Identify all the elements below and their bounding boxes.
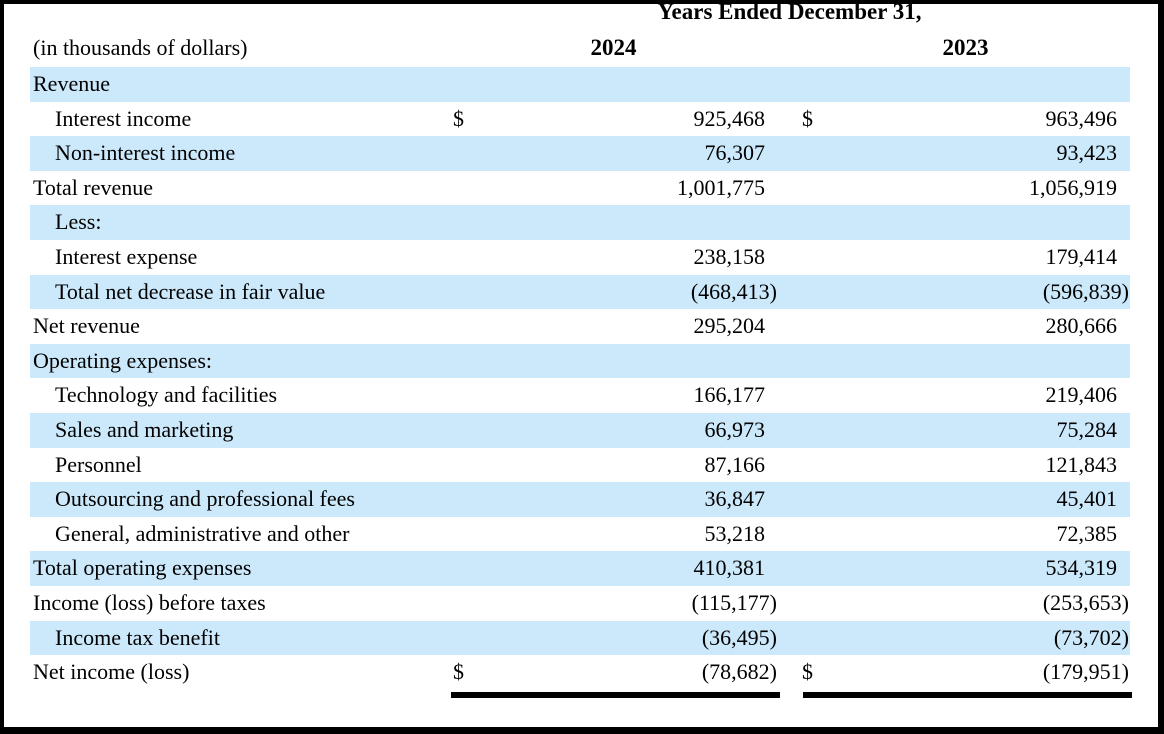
currency-symbol-2023: $ [802, 659, 813, 685]
value-2024: (115,177) [691, 589, 777, 615]
row-label: Net income (loss) [33, 659, 190, 685]
table-row: Non-interest income 76,307 93,423 [30, 136, 1130, 171]
value-2023: 45,401 [1056, 486, 1118, 512]
income-statement-rows: Revenue Interest income $925,468 $963,496 No… [30, 67, 1130, 690]
table-row: Outsourcing and professional fees 36,847 4… [30, 482, 1130, 517]
row-label: Income (loss) before taxes [33, 589, 266, 615]
value-2024: 925,468 [693, 105, 766, 131]
table-row: Total revenue 1,001,775 1,056,919 [30, 171, 1130, 206]
value-2023: 963,496 [1045, 105, 1118, 131]
table-row: Technology and facilities 166,177 219,406 [30, 378, 1130, 413]
table-row: Operating expenses: [30, 343, 1130, 379]
table-row: Income (loss) before taxes (115,177) (253,… [30, 586, 1130, 621]
value-2024: 238,158 [693, 243, 766, 269]
value-2024: (468,413) [690, 278, 777, 304]
value-2023: 219,406 [1045, 382, 1118, 408]
value-2023: 75,284 [1056, 416, 1118, 442]
double-underline-2023 [803, 692, 1132, 698]
value-2024: 410,381 [693, 555, 766, 581]
value-2023: 121,843 [1045, 451, 1118, 477]
double-underline-2024 [451, 692, 780, 698]
row-label: Operating expenses: [33, 347, 212, 373]
row-label: Total net decrease in fair value [55, 278, 326, 304]
row-label: Less: [55, 209, 102, 235]
column-header-2023: 2023 [942, 35, 989, 60]
row-label: Technology and facilities [55, 382, 278, 408]
table-row: Total net decrease in fair value (468,413… [30, 274, 1130, 310]
value-2023: (596,839) [1042, 278, 1129, 304]
statement-sheet: Years Ended December 31, (in thousands o… [4, 4, 1158, 727]
table-row: Less: [30, 205, 1130, 240]
value-2023: 534,319 [1045, 555, 1118, 581]
row-label: General, administrative and other [55, 520, 350, 546]
value-2024: 66,973 [704, 416, 766, 442]
row-label: Net revenue [33, 313, 140, 339]
value-2023: 72,385 [1056, 520, 1118, 546]
value-2023: 93,423 [1056, 140, 1118, 166]
value-2023: (179,951) [1042, 659, 1129, 685]
row-label: Revenue [33, 71, 110, 96]
row-label: Total revenue [33, 174, 154, 200]
currency-symbol-2023: $ [802, 105, 813, 131]
table-row: Interest income $925,468 $963,496 [30, 102, 1130, 137]
value-2024: 53,218 [704, 520, 766, 546]
table-row: Net revenue 295,204 280,666 [30, 309, 1130, 344]
value-2024: 166,177 [693, 382, 766, 408]
value-2023: 1,056,919 [1029, 174, 1117, 200]
row-label: Personnel [55, 451, 142, 477]
table-row: Revenue [30, 67, 1130, 102]
column-header-2024: 2024 [590, 35, 637, 60]
currency-symbol-2024: $ [453, 659, 464, 685]
value-2024: 87,166 [704, 451, 766, 477]
row-label: Income tax benefit [55, 624, 220, 650]
units-label: (in thousands of dollars) [33, 35, 248, 60]
value-2023: 280,666 [1045, 313, 1118, 339]
table-row: Sales and marketing 66,973 75,284 [30, 412, 1130, 448]
value-2024: (36,495) [701, 624, 777, 650]
value-2023: (253,653) [1042, 589, 1129, 615]
table-row: Net income (loss) $ (78,682) $ (179,951) [30, 655, 1130, 690]
row-label: Interest expense [55, 243, 198, 269]
row-label: Outsourcing and professional fees [55, 486, 355, 512]
table-row: Interest expense 238,158 179,414 [30, 240, 1130, 275]
table-row: General, administrative and other 53,218 7… [30, 517, 1130, 552]
value-2023: 179,414 [1045, 243, 1118, 269]
currency-symbol-2024: $ [453, 105, 464, 131]
value-2024: 36,847 [704, 486, 766, 512]
row-label: Non-interest income [55, 140, 236, 166]
row-label: Sales and marketing [55, 416, 234, 442]
table-row: Personnel 87,166 121,843 [30, 448, 1130, 483]
table-row: Income tax benefit (36,495) (73,702) [30, 620, 1130, 656]
row-label: Interest income [55, 105, 192, 131]
row-label: Total operating expenses [33, 555, 252, 581]
table-row: Total operating expenses 410,381 534,319 [30, 551, 1130, 586]
table-title: Years Ended December 31, [657, 4, 922, 24]
value-2023: (73,702) [1053, 624, 1129, 650]
value-2024: 1,001,775 [677, 174, 765, 200]
value-2024: 76,307 [704, 140, 766, 166]
value-2024: 295,204 [693, 313, 766, 339]
value-2024: (78,682) [701, 659, 777, 685]
